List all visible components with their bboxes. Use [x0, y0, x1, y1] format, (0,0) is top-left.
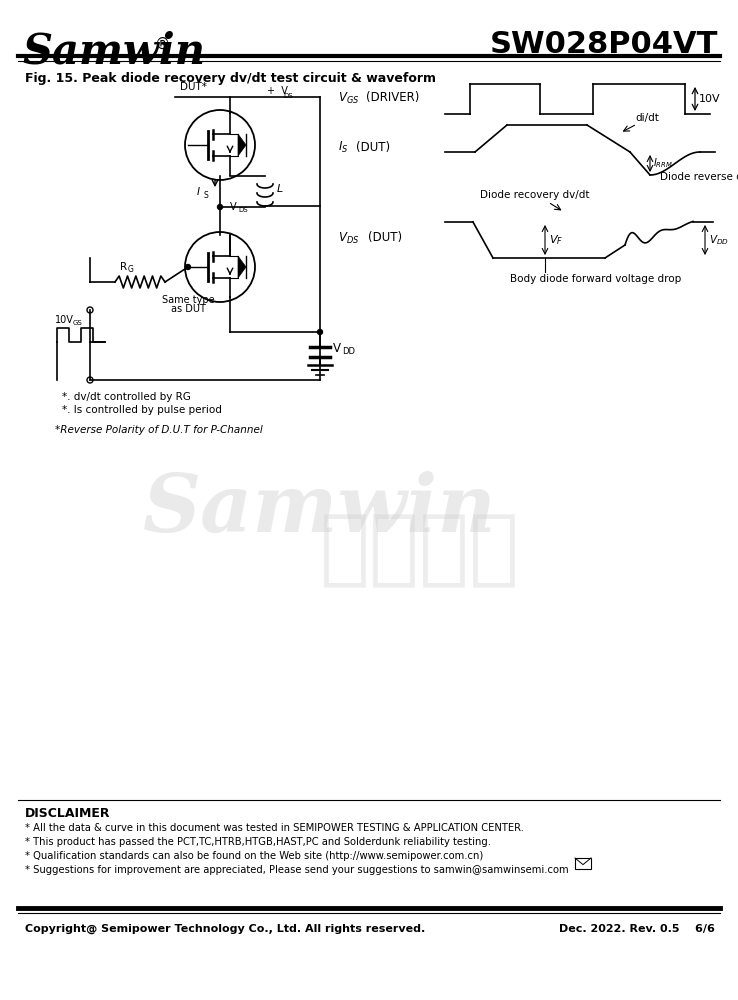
Text: * Qualification standards can also be found on the Web site (http://www.semipowe: * Qualification standards can also be fo…: [25, 851, 483, 861]
Text: di/dt: di/dt: [635, 113, 659, 123]
Text: DUT*: DUT*: [179, 82, 207, 92]
Text: $V_{DS}$: $V_{DS}$: [338, 230, 359, 246]
Circle shape: [317, 330, 323, 334]
Text: $I_{RRM}$: $I_{RRM}$: [653, 157, 673, 170]
Text: Samwin: Samwin: [143, 471, 497, 549]
Text: DS: DS: [283, 93, 293, 99]
Text: +  V: + V: [267, 86, 288, 96]
Text: L: L: [277, 184, 283, 194]
Text: * Suggestions for improvement are appreciated, Please send your suggestions to s: * Suggestions for improvement are apprec…: [25, 865, 568, 875]
Text: G: G: [128, 265, 134, 274]
Text: $V_{DD}$: $V_{DD}$: [709, 233, 729, 247]
Text: * This product has passed the PCT,TC,HTRB,HTGB,HAST,PC and Solderdunk reliabilit: * This product has passed the PCT,TC,HTR…: [25, 837, 491, 847]
Text: Body diode forward voltage drop: Body diode forward voltage drop: [510, 274, 681, 284]
Text: (DUT): (DUT): [368, 232, 402, 244]
Text: Samwin: Samwin: [22, 30, 205, 72]
Circle shape: [185, 264, 190, 269]
Text: DS: DS: [238, 207, 248, 213]
Text: (DUT): (DUT): [356, 140, 390, 153]
Text: (DRIVER): (DRIVER): [366, 92, 419, 104]
Text: V: V: [230, 202, 237, 212]
Text: 10V: 10V: [699, 94, 720, 104]
Text: $I_S$: $I_S$: [338, 139, 348, 155]
Text: DD: DD: [342, 348, 355, 357]
Text: Dec. 2022. Rev. 0.5    6/6: Dec. 2022. Rev. 0.5 6/6: [559, 924, 715, 934]
Text: V: V: [333, 342, 341, 356]
Text: * All the data & curve in this document was tested in SEMIPOWER TESTING & APPLIC: * All the data & curve in this document …: [25, 823, 524, 833]
Text: Copyright@ Semipower Technology Co., Ltd. All rights reserved.: Copyright@ Semipower Technology Co., Ltd…: [25, 924, 425, 934]
Text: Fig. 15. Peak diode recovery dv/dt test circuit & waveform: Fig. 15. Peak diode recovery dv/dt test …: [25, 72, 436, 85]
Text: 内部保密: 内部保密: [320, 510, 520, 590]
Text: 10V: 10V: [55, 315, 74, 325]
Text: Diode recovery dv/dt: Diode recovery dv/dt: [480, 190, 590, 200]
Text: as DUT: as DUT: [170, 304, 205, 314]
Text: $V_{GS}$: $V_{GS}$: [338, 90, 359, 106]
Polygon shape: [238, 134, 246, 156]
FancyBboxPatch shape: [575, 858, 591, 869]
Text: Diode reverse current: Diode reverse current: [660, 172, 738, 182]
Text: SW028P04VT: SW028P04VT: [489, 30, 718, 59]
Text: DISCLAIMER: DISCLAIMER: [25, 807, 111, 820]
Text: S: S: [203, 190, 208, 200]
Text: R: R: [120, 262, 127, 272]
Circle shape: [218, 205, 222, 210]
Text: ®: ®: [155, 37, 170, 52]
Text: Same type: Same type: [162, 295, 214, 305]
Text: GS: GS: [73, 320, 83, 326]
Text: $V_F$: $V_F$: [549, 233, 563, 247]
Polygon shape: [238, 256, 246, 278]
Text: *. Is controlled by pulse period: *. Is controlled by pulse period: [62, 405, 222, 415]
Text: I: I: [197, 187, 200, 197]
Text: *. dv/dt controlled by RG: *. dv/dt controlled by RG: [62, 392, 191, 402]
Text: *Reverse Polarity of D.U.T for P-Channel: *Reverse Polarity of D.U.T for P-Channel: [55, 425, 263, 435]
